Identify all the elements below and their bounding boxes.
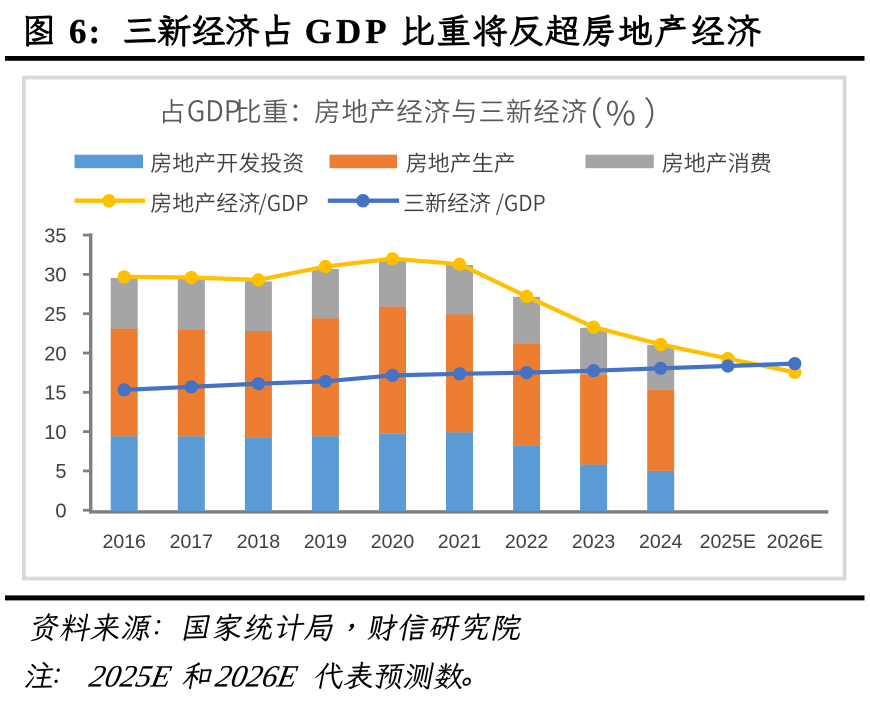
svg-text:0: 0 bbox=[55, 501, 66, 523]
svg-text:2025E: 2025E bbox=[700, 531, 756, 553]
svg-text:30: 30 bbox=[44, 265, 66, 287]
svg-text:2018: 2018 bbox=[237, 531, 280, 553]
svg-text:2022: 2022 bbox=[505, 531, 548, 553]
svg-text:2017: 2017 bbox=[170, 531, 213, 553]
svg-text:2016: 2016 bbox=[103, 531, 146, 553]
svg-text:2026E: 2026E bbox=[767, 531, 823, 553]
svg-text:2023: 2023 bbox=[572, 531, 615, 553]
svg-text:2019: 2019 bbox=[304, 531, 347, 553]
svg-text:25: 25 bbox=[44, 304, 66, 326]
svg-text:5: 5 bbox=[55, 461, 66, 483]
svg-text:35: 35 bbox=[44, 225, 66, 247]
svg-text:2024: 2024 bbox=[639, 531, 683, 553]
svg-text:2021: 2021 bbox=[438, 531, 481, 553]
svg-text:20: 20 bbox=[44, 343, 66, 365]
svg-text:15: 15 bbox=[44, 383, 66, 405]
svg-text:10: 10 bbox=[44, 422, 66, 444]
svg-text:2020: 2020 bbox=[371, 531, 415, 553]
